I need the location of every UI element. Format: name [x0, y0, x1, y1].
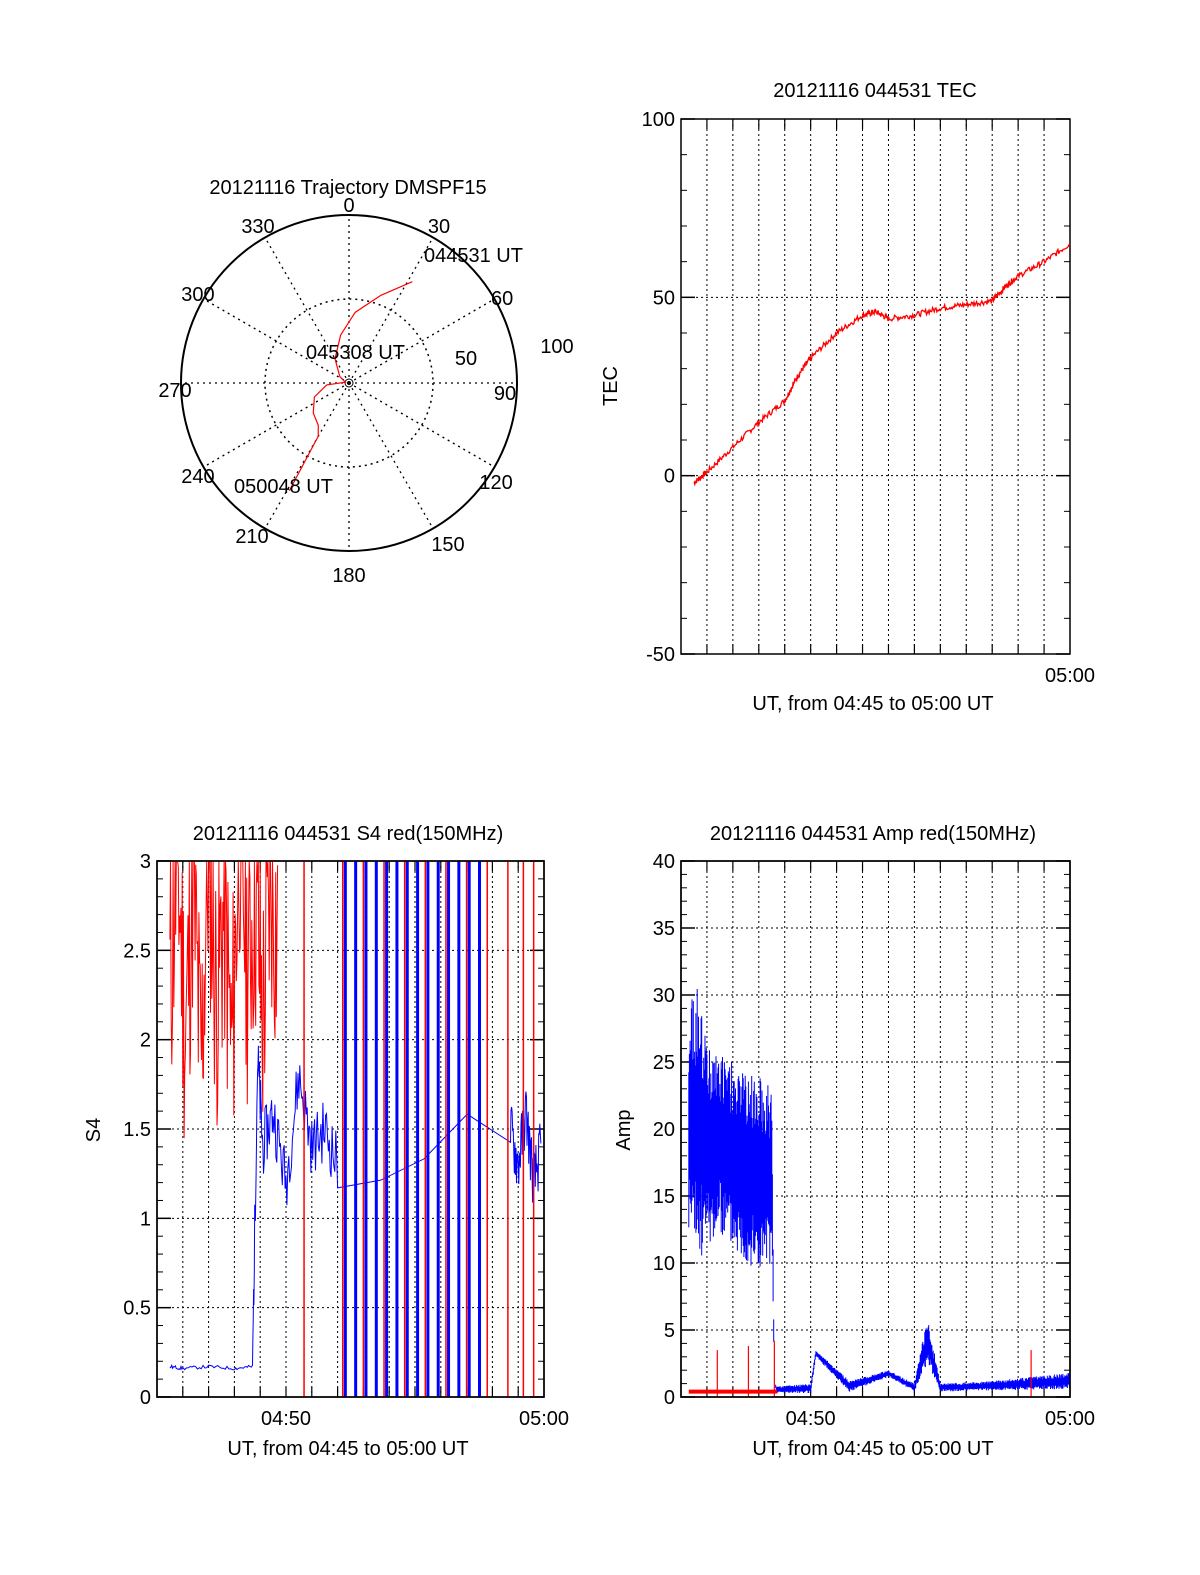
y-tick-label: 0	[664, 1387, 675, 1409]
polar-series	[288, 281, 413, 492]
plot-frame	[680, 118, 1071, 655]
tec-panel: 20121116 044531 TEC -50 0 50 100 05:00 UT, f…	[600, 80, 1095, 715]
polar-spoke	[203, 298, 350, 384]
s4-plot-area: 0 0.5 1 1.5 2 2.5 3 04:50 05:00	[123, 851, 569, 1430]
s4-red-series	[169, 860, 279, 1139]
y-tick-label: 0	[664, 466, 675, 488]
polar-spoke	[348, 298, 495, 384]
polar-grid	[180, 214, 518, 552]
y-tick-label: 1	[140, 1208, 151, 1230]
y-tick-label: 35	[653, 918, 675, 940]
plot-frame	[680, 860, 1071, 1398]
y-tick-label: 0	[140, 1387, 151, 1409]
amp-plot-area: 0 5 10 15 20 25 30 35 40 04:50 05:00	[653, 851, 1095, 1430]
polar-angle-label: 270	[158, 380, 191, 402]
polar-spoke	[348, 382, 434, 529]
polar-time-annotation: 045308 UT	[306, 342, 405, 364]
y-tick-label: 50	[653, 287, 675, 309]
x-tick-label: 05:00	[1045, 665, 1095, 687]
polar-angle-label: 330	[241, 216, 274, 238]
polar-labels: 0 30 60 90 120 150 180 210 240 270 300 330 50 100 0445…	[158, 195, 573, 587]
amp-blue-series	[688, 989, 1070, 1393]
y-tick-label: 0.5	[123, 1298, 151, 1320]
tec-xlabel: UT, from 04:45 to 05:00 UT	[752, 693, 993, 715]
polar-time-annotation: 050048 UT	[234, 476, 333, 498]
polar-angle-label: 90	[494, 383, 516, 405]
s4-xlabel: UT, from 04:45 to 05:00 UT	[227, 1438, 468, 1460]
y-tick-label: -50	[646, 644, 675, 666]
polar-angle-label: 300	[181, 284, 214, 306]
s4-panel: 20121116 044531 S4 red(150MHz) 0 0.5 1 1.5 2…	[83, 823, 569, 1460]
polar-spoke	[348, 382, 495, 468]
polar-spoke	[264, 382, 350, 529]
y-tick-label: 25	[653, 1052, 675, 1074]
y-tick-label: 2.5	[123, 940, 151, 962]
polar-spoke	[264, 237, 350, 384]
x-tick-label: 05:00	[1045, 1408, 1095, 1430]
y-tick-label: 2	[140, 1030, 151, 1052]
x-tick-label: 04:50	[786, 1408, 836, 1430]
amp-title: 20121116 044531 Amp red(150MHz)	[710, 823, 1036, 845]
s4-title: 20121116 044531 S4 red(150MHz)	[193, 823, 504, 845]
x-tick-label: 05:00	[519, 1408, 569, 1430]
plot-frame	[156, 860, 545, 1398]
tec-ylabel: TEC	[600, 366, 622, 406]
polar-spoke	[348, 237, 434, 384]
y-tick-label: 40	[653, 851, 675, 873]
tec-series-line	[693, 243, 1071, 487]
polar-angle-label: 60	[491, 288, 513, 310]
polar-panel: 20121116 Trajectory DMSPF15 0 30 60 90 120 15…	[158, 177, 573, 587]
polar-angle-label: 120	[479, 472, 512, 494]
polar-angle-label: 210	[235, 526, 268, 548]
amp-xlabel: UT, from 04:45 to 05:00 UT	[752, 1438, 993, 1460]
polar-title: 20121116 Trajectory DMSPF15	[209, 177, 486, 199]
y-tick-label: 3	[140, 851, 151, 873]
polar-radial-label: 100	[540, 336, 573, 358]
polar-angle-label: 240	[181, 466, 214, 488]
y-tick-label: 1.5	[123, 1119, 151, 1141]
s4-blue-series	[169, 1045, 542, 1371]
polar-angle-label: 0	[343, 195, 354, 217]
polar-angle-label: 150	[431, 534, 464, 556]
s4-ylabel: S4	[83, 1118, 105, 1142]
y-tick-label: 5	[664, 1320, 675, 1342]
y-tick-label: 20	[653, 1119, 675, 1141]
y-tick-label: 15	[653, 1186, 675, 1208]
polar-trajectory-line	[288, 281, 413, 492]
x-tick-label: 04:50	[261, 1408, 311, 1430]
tec-title: 20121116 044531 TEC	[773, 80, 977, 102]
polar-time-annotation: 044531 UT	[424, 245, 523, 267]
y-tick-label: 30	[653, 985, 675, 1007]
polar-center	[344, 378, 354, 388]
polar-spoke	[203, 382, 350, 468]
y-tick-label: 100	[642, 109, 675, 131]
amp-ylabel: Amp	[613, 1109, 635, 1150]
tec-plot-area: -50 0 50 100 05:00	[642, 109, 1095, 687]
polar-angle-label: 30	[428, 216, 450, 238]
polar-outer-circle	[180, 214, 518, 552]
y-tick-label: 10	[653, 1253, 675, 1275]
amp-panel: 20121116 044531 Amp red(150MHz) 0 5 10 15 20…	[613, 823, 1095, 1460]
polar-angle-label: 180	[332, 565, 365, 587]
polar-radial-label: 50	[455, 348, 477, 370]
